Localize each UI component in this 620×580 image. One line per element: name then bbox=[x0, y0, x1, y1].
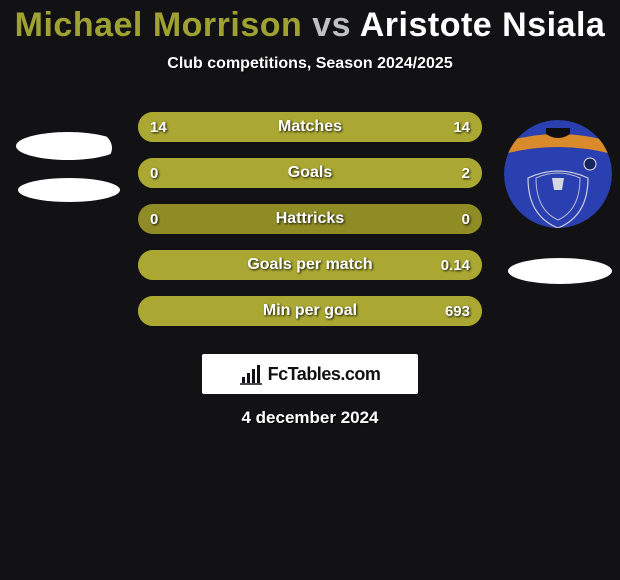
title-player-left: Michael Morrison bbox=[15, 6, 303, 44]
stat-value-right: 0 bbox=[462, 204, 470, 234]
date-label: 4 december 2024 bbox=[0, 408, 620, 428]
bar-fill-right bbox=[138, 158, 482, 188]
stat-bars: Matches1414 Goals02 Hattricks0 0 Goals per m… bbox=[138, 112, 482, 342]
stat-row: Hattricks0 0 bbox=[138, 204, 482, 234]
name-plate-left-lower bbox=[18, 178, 120, 202]
bar-fill-right bbox=[138, 296, 482, 326]
title-vs: vs bbox=[312, 6, 351, 44]
name-plate-left-upper bbox=[16, 132, 112, 160]
comparison-infographic: Michael Morrison vs Aristote Nsiala Club… bbox=[0, 0, 620, 580]
brand-badge: FcTables.com bbox=[202, 354, 418, 394]
brand-text: FcTables.com bbox=[268, 364, 381, 385]
stat-label: Hattricks bbox=[138, 204, 482, 234]
bar-fill-left bbox=[138, 112, 310, 142]
bar-chart-icon bbox=[240, 363, 262, 385]
stat-value-left: 0 bbox=[150, 204, 158, 234]
stat-row: Min per goal693 bbox=[138, 296, 482, 326]
name-plate-right bbox=[508, 258, 612, 284]
stat-row: Goals02 bbox=[138, 158, 482, 188]
page-title: Michael Morrison vs Aristote Nsiala bbox=[0, 0, 620, 45]
avatar-left bbox=[8, 122, 112, 174]
avatar-right bbox=[504, 120, 612, 228]
stat-row: Matches1414 bbox=[138, 112, 482, 142]
bar-fill-right bbox=[310, 112, 482, 142]
jersey-icon bbox=[504, 120, 612, 228]
bar-fill-right bbox=[138, 250, 482, 280]
title-player-right: Aristote Nsiala bbox=[360, 6, 606, 44]
subtitle: Club competitions, Season 2024/2025 bbox=[0, 55, 620, 73]
stat-row: Goals per match0.14 bbox=[138, 250, 482, 280]
